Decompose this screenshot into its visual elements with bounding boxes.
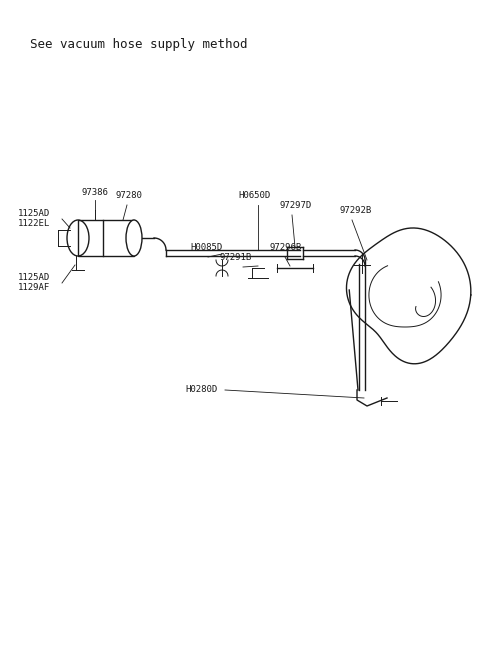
Text: 97291B: 97291B bbox=[220, 253, 252, 262]
Text: H0650D: H0650D bbox=[238, 191, 270, 200]
Text: 97296B: 97296B bbox=[270, 243, 302, 252]
Text: 97280: 97280 bbox=[115, 191, 142, 200]
Text: See vacuum hose supply method: See vacuum hose supply method bbox=[30, 38, 248, 51]
Text: 1125AD: 1125AD bbox=[18, 210, 50, 219]
Text: 97297D: 97297D bbox=[280, 201, 312, 210]
Text: 97292B: 97292B bbox=[340, 206, 372, 215]
Text: 1122EL: 1122EL bbox=[18, 219, 50, 229]
Ellipse shape bbox=[126, 220, 142, 256]
Text: 1129AF: 1129AF bbox=[18, 284, 50, 292]
Text: 97386: 97386 bbox=[81, 188, 108, 197]
Text: H0280D: H0280D bbox=[185, 386, 217, 394]
Text: 1125AD: 1125AD bbox=[18, 273, 50, 283]
Text: H0085D: H0085D bbox=[190, 243, 222, 252]
